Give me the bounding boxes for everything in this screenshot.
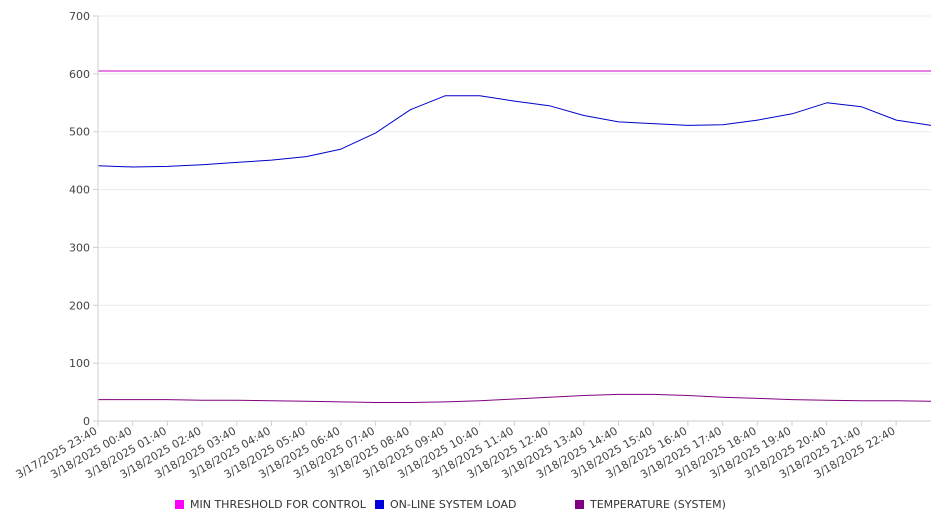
- legend: MIN THRESHOLD FOR CONTROL ON-LINE SYSTEM…: [0, 498, 946, 518]
- y-tick-label: 0: [83, 415, 90, 428]
- y-tick-label: 200: [69, 299, 90, 312]
- y-tick-label: 300: [69, 241, 90, 254]
- legend-label-threshold: MIN THRESHOLD FOR CONTROL: [190, 498, 366, 511]
- legend-swatch-system-load: [375, 500, 384, 509]
- y-tick-label: 700: [69, 10, 90, 23]
- y-axis-tick-labels: 0 100 200 300 400 500 600 700: [69, 10, 90, 428]
- y-tick-label: 500: [69, 126, 90, 139]
- legend-swatch-temperature: [575, 500, 584, 509]
- legend-item-temperature: TEMPERATURE (SYSTEM): [575, 498, 726, 511]
- y-tick-label: 600: [69, 68, 90, 81]
- legend-item-threshold: MIN THRESHOLD FOR CONTROL: [175, 498, 366, 511]
- series-line-2: [98, 393, 932, 403]
- series-line-1: [97, 95, 932, 168]
- legend-item-system-load: ON-LINE SYSTEM LOAD: [375, 498, 516, 511]
- x-axis-tick-labels: 3/17/2025 23:403/18/2025 00:403/18/2025 …: [14, 421, 898, 481]
- y-tick-label: 400: [69, 184, 90, 197]
- legend-label-temperature: TEMPERATURE (SYSTEM): [590, 498, 726, 511]
- legend-swatch-threshold: [175, 500, 184, 509]
- line-chart: 0 100 200 300 400 500 600 700 3/17/2025 23:403/…: [14, 10, 932, 481]
- legend-label-system-load: ON-LINE SYSTEM LOAD: [390, 498, 517, 511]
- series-layer: [97, 70, 932, 403]
- gridlines: [93, 15, 931, 422]
- y-tick-label: 100: [69, 357, 90, 370]
